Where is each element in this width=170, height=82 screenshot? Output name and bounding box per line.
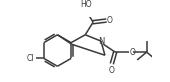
Text: O: O <box>106 16 112 25</box>
Text: Cl: Cl <box>27 54 34 63</box>
Text: O: O <box>109 66 115 75</box>
Text: HO: HO <box>80 0 92 9</box>
Text: N: N <box>98 37 104 46</box>
Text: O: O <box>130 48 136 57</box>
